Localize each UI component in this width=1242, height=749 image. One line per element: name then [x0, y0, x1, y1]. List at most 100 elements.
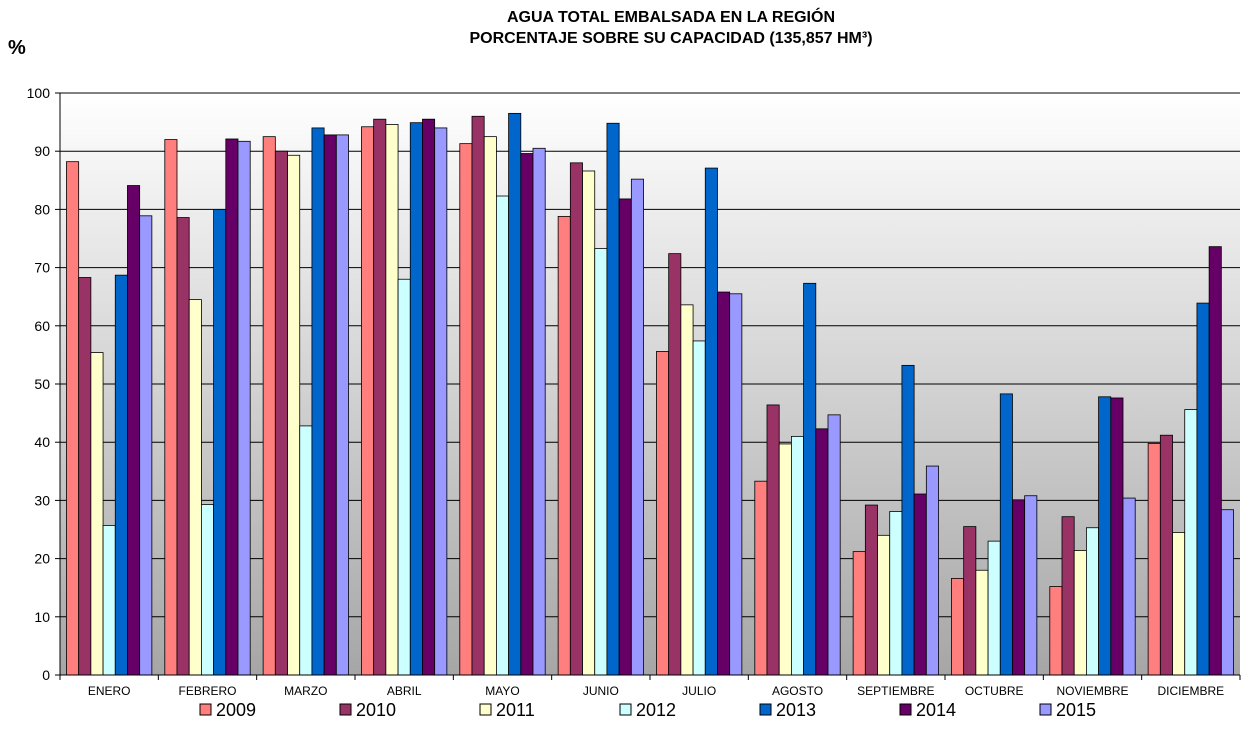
bar-2011-septiembre [877, 534, 891, 676]
y-tick-label: 20 [34, 551, 50, 567]
bar-2014-octubre [1012, 499, 1026, 676]
bar-2011-noviembre [1073, 550, 1087, 676]
bar-2014-diciembre [1208, 246, 1222, 676]
x-tick-label: ABRIL [387, 684, 422, 698]
y-tick-label: 90 [34, 143, 50, 159]
chart-subtitle: PORCENTAJE SOBRE SU CAPACIDAD (135,857 H… [469, 30, 872, 47]
bar-2009-enero [66, 161, 80, 676]
bar-2015-diciembre [1220, 509, 1234, 676]
bar-2014-junio [618, 198, 632, 676]
bar-2014-septiembre [913, 493, 927, 676]
legend-swatch-2010 [339, 703, 352, 716]
y-tick-label: 70 [34, 260, 50, 276]
bar-2014-marzo [323, 134, 337, 676]
legend-swatch-2009 [199, 703, 212, 716]
bar-2010-julio [668, 253, 682, 676]
x-tick-label: JUNIO [583, 684, 619, 698]
bar-2015-agosto [827, 414, 841, 676]
bar-2009-abril [361, 126, 375, 676]
bar-2010-abril [373, 118, 387, 676]
legend-swatch-2013 [759, 703, 772, 716]
bar-2011-abril [385, 124, 399, 676]
legend-label-2012: 2012 [636, 700, 676, 720]
bar-2013-septiembre [901, 364, 915, 676]
bar-2015-noviembre [1122, 497, 1136, 676]
bar-2013-octubre [999, 393, 1013, 676]
bar-2015-enero [139, 215, 153, 676]
bar-2010-noviembre [1061, 516, 1075, 676]
bar-2009-septiembre [852, 551, 866, 676]
y-tick-label: 10 [34, 609, 50, 625]
bar-2010-agosto [766, 404, 780, 676]
legend: 2009 2010 2011 2012 2013 2014 2015 [199, 700, 1096, 720]
bar-2009-marzo [262, 136, 276, 676]
x-tick-label: SEPTIEMBRE [857, 684, 934, 698]
bar-2013-agosto [803, 282, 817, 676]
bar-2015-mayo [532, 147, 546, 676]
bar-2013-febrero [213, 208, 227, 676]
x-tick-label: JULIO [682, 684, 716, 698]
x-tick-label: OCTUBRE [965, 684, 1024, 698]
x-tick-label: FEBRERO [178, 684, 236, 698]
y-tick-label: 60 [34, 318, 50, 334]
bar-2014-enero [127, 185, 141, 676]
legend-swatch-2012 [619, 703, 632, 716]
bar-2012-abril [397, 278, 411, 676]
bar-2012-noviembre [1086, 527, 1100, 676]
gridlines [60, 92, 1240, 618]
bar-2012-febrero [200, 504, 214, 676]
bar-2014-febrero [225, 138, 239, 676]
bar-2011-octubre [975, 569, 989, 676]
bar-2014-mayo [520, 153, 534, 676]
bar-2009-octubre [951, 577, 965, 676]
y-tick-label: 80 [34, 201, 50, 217]
bar-2011-junio [582, 170, 596, 676]
bar-2012-julio [692, 340, 706, 676]
bar-2015-junio [630, 178, 644, 676]
bar-2010-junio [569, 162, 583, 676]
bar-2013-marzo [311, 127, 325, 676]
bar-2010-diciembre [1159, 434, 1173, 676]
bar-2009-junio [557, 215, 571, 676]
bar-2011-marzo [287, 154, 301, 676]
bar-2013-junio [606, 122, 620, 676]
x-tick-label: MARZO [284, 684, 327, 698]
bar-2012-enero [102, 525, 116, 676]
bar-2009-febrero [164, 139, 178, 676]
bar-2012-octubre [987, 540, 1001, 676]
bar-2010-septiembre [864, 504, 878, 676]
bar-2010-mayo [471, 115, 485, 676]
bar-2013-julio [704, 167, 718, 676]
bar-2013-diciembre [1196, 302, 1210, 676]
bar-2010-octubre [963, 526, 977, 676]
bar-2014-noviembre [1110, 397, 1124, 676]
bar-2009-diciembre [1147, 442, 1161, 676]
bar-2013-enero [114, 274, 128, 676]
chart-title: AGUA TOTAL EMBALSADA EN LA REGIÓN [507, 7, 835, 26]
x-tick-label: DICIEMBRE [1157, 684, 1224, 698]
x-tick-label: AGOSTO [772, 684, 823, 698]
bar-2015-marzo [335, 134, 349, 676]
legend-swatch-2011 [479, 703, 492, 716]
legend-label-2014: 2014 [916, 700, 956, 720]
bar-2013-noviembre [1098, 396, 1112, 676]
legend-swatch-2014 [899, 703, 912, 716]
y-tick-label: 0 [42, 667, 50, 683]
bar-2012-diciembre [1184, 409, 1198, 676]
bar-2009-agosto [754, 480, 768, 676]
bar-2013-mayo [508, 112, 522, 676]
bar-2011-agosto [778, 443, 792, 676]
bar-2014-agosto [815, 428, 829, 676]
x-tick-label: ENERO [88, 684, 131, 698]
bar-2010-enero [78, 277, 92, 676]
legend-label-2015: 2015 [1056, 700, 1096, 720]
y-axis-label: % [8, 37, 26, 59]
bar-2009-mayo [459, 143, 473, 676]
legend-swatch-2015 [1039, 703, 1052, 716]
bar-2012-junio [594, 247, 608, 676]
bar-2015-abril [434, 127, 448, 676]
y-axis-ticks: 0 10 20 30 40 50 60 70 80 90 100 [27, 85, 60, 683]
legend-label-2009: 2009 [216, 700, 256, 720]
bar-2011-diciembre [1172, 532, 1186, 676]
